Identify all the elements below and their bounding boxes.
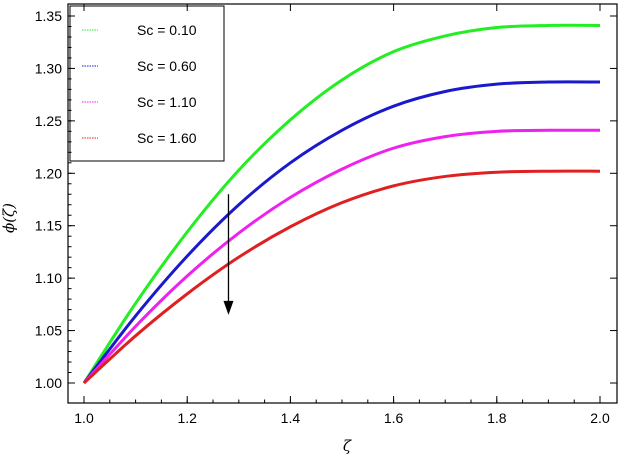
x-axis-label: ζ <box>343 437 352 455</box>
legend-label-3: Sc = 1.10 <box>137 94 197 110</box>
legend-box <box>69 5 225 162</box>
series-line-2 <box>82 80 601 384</box>
series-line-1 <box>82 23 601 384</box>
axis-ticks: 1.0 1.2 1.4 1.6 1.8 2.0 1.00 1.05 1.10 1.15 1.20 1.… <box>35 4 617 426</box>
arrow-head <box>223 300 234 315</box>
y-tick-label: 1.00 <box>35 375 62 391</box>
x-tick-label: 1.0 <box>74 410 94 426</box>
y-tick-label: 1.25 <box>35 113 62 129</box>
y-tick-label: 1.10 <box>35 270 62 286</box>
y-axis-label: ϕ(ζ) <box>0 203 18 233</box>
annotation-arrow <box>223 194 234 315</box>
x-tick-label: 2.0 <box>590 410 610 426</box>
x-tick-label: 1.8 <box>487 410 507 426</box>
series-line-3 <box>82 128 601 385</box>
x-tick-label: 1.2 <box>177 410 197 426</box>
legend: Sc = 0.10 Sc = 0.60 Sc = 1.10 Sc = 1.60 <box>69 5 225 162</box>
y-tick-label: 1.35 <box>35 8 62 24</box>
series-line-4 <box>82 169 601 385</box>
y-tick-label: 1.20 <box>35 165 62 181</box>
legend-label-2: Sc = 0.60 <box>137 58 197 74</box>
x-tick-label: 1.6 <box>384 410 404 426</box>
series-lines <box>82 23 601 385</box>
legend-label-4: Sc = 1.60 <box>137 130 197 146</box>
legend-label-1: Sc = 0.10 <box>137 22 197 38</box>
x-tick-label: 1.4 <box>281 410 301 426</box>
y-tick-label: 1.30 <box>35 60 62 76</box>
y-tick-label: 1.15 <box>35 218 62 234</box>
y-tick-label: 1.05 <box>35 323 62 339</box>
